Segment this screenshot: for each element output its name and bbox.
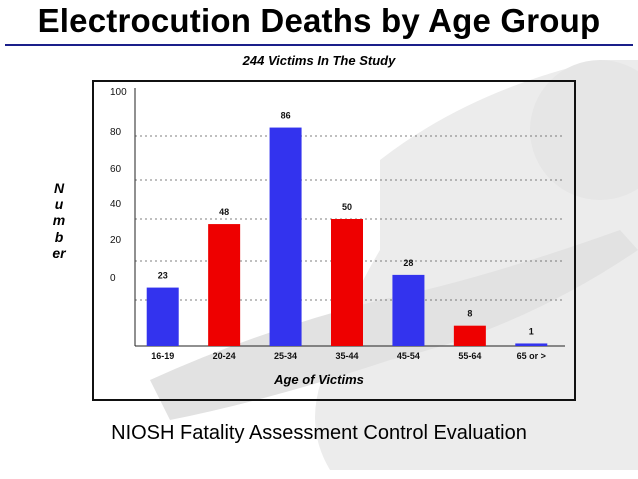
bar-value-label: 1 — [529, 326, 534, 336]
bar-value-label: 50 — [342, 202, 352, 212]
bar — [269, 127, 302, 346]
chart-frame — [92, 80, 576, 401]
x-tick-label: 45-54 — [397, 351, 420, 361]
bar — [331, 219, 363, 346]
background-sign-circle — [530, 60, 638, 200]
y-tick-label: 0 — [110, 273, 116, 284]
footer-text: NIOSH Fatality Assessment Control Evalua… — [111, 422, 527, 444]
bar-value-label: 8 — [467, 309, 472, 319]
bar-value-label: 23 — [158, 271, 168, 281]
y-tick-label: 60 — [110, 164, 122, 175]
bar — [453, 325, 486, 346]
y-tick-label: 80 — [110, 127, 122, 138]
x-axis-label: Age of Victims — [274, 372, 364, 387]
bar — [515, 343, 548, 346]
bar-value-label: 86 — [281, 111, 291, 121]
x-tick-label: 65 or > — [517, 351, 546, 361]
bar-value-label: 48 — [219, 207, 229, 217]
x-tick-label: 16-19 — [151, 351, 174, 361]
slide-title: Electrocution Deaths by Age Group — [37, 2, 601, 39]
y-tick-label: 100 — [110, 87, 127, 98]
bar — [392, 274, 425, 346]
x-tick-label: 55-64 — [458, 351, 481, 361]
x-tick-label: 20-24 — [213, 351, 236, 361]
y-axis-label: Number — [52, 180, 66, 261]
x-tick-label: 35-44 — [335, 351, 358, 361]
bar — [146, 287, 179, 346]
y-tick-label: 20 — [110, 235, 122, 246]
x-tick-label: 25-34 — [274, 351, 297, 361]
chart-subtitle: 244 Victims In The Study — [242, 53, 396, 68]
bar-value-label: 28 — [403, 258, 413, 268]
y-tick-label: 40 — [110, 199, 122, 210]
title-divider — [5, 44, 633, 46]
bar — [208, 224, 241, 346]
